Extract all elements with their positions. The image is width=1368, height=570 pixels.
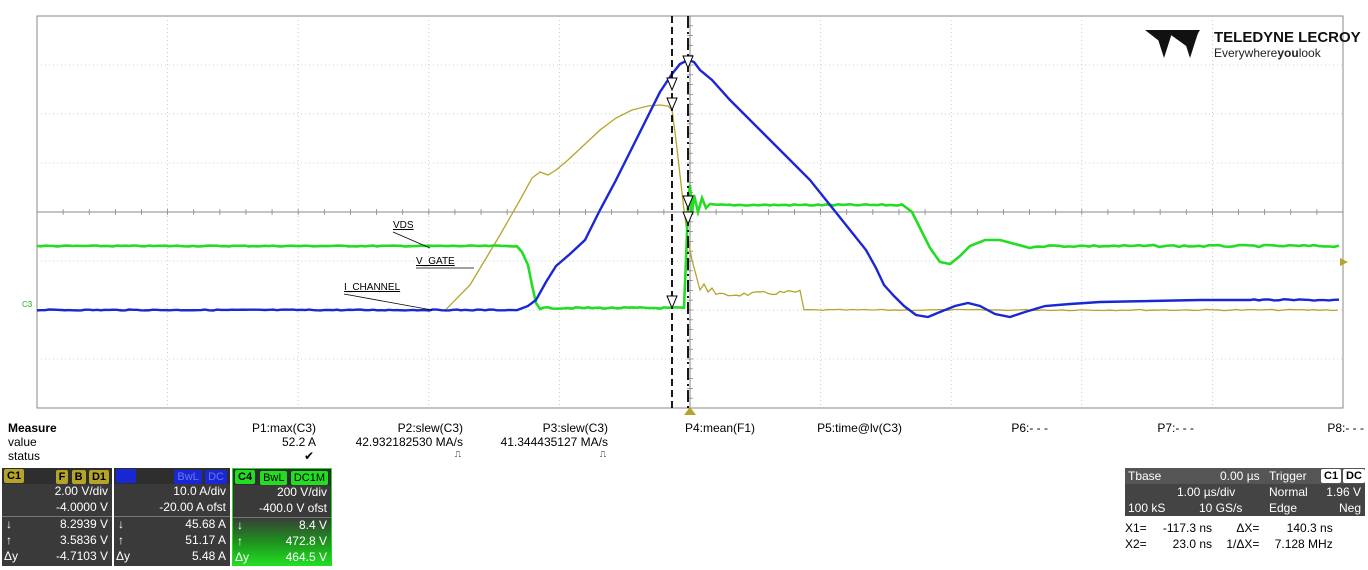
c4-cursor-down: 8.4 V [298, 518, 327, 532]
c3-cursor-up: 51.17 A [185, 533, 226, 547]
c1-down-arrow-icon: ↓ [6, 517, 12, 531]
c1-tag-d1: D1 [88, 470, 109, 484]
c3-delta-y-label: Δy [116, 549, 131, 563]
channel-descriptor-c4[interactable]: C4 BwL DC1M 200 V/div -400.0 V ofst ↓ 8.4… [232, 468, 332, 566]
c3-vdiv: 10.0 A/div [173, 484, 226, 498]
c4-delta-y-label: Δy [235, 550, 250, 564]
frequency-value: 7.128 MHz [1274, 537, 1333, 551]
c1-tag-f: F [55, 470, 69, 484]
inv-dx-label: 1/ΔX= [1226, 537, 1260, 551]
c4-up-arrow-icon: ↑ [237, 534, 243, 548]
c3-cursor-down: 45.68 A [185, 517, 226, 531]
trigger-label: Trigger [1269, 469, 1307, 483]
c3-tag-dc: DC [205, 470, 227, 484]
c3-ground-marker: C3 [22, 300, 33, 309]
param-p2-value: 42.932182530 MA/s [355, 435, 463, 449]
measure-row-value-label: value [8, 435, 37, 449]
timebase-trigger-panel[interactable]: Tbase 0.00 µs Trigger C1 DC 1.00 µs/div … [1125, 468, 1365, 516]
trace-label-vds: VDS [392, 220, 431, 249]
x2-label: X2= [1125, 537, 1147, 551]
trigger-edge: Edge [1269, 501, 1298, 515]
x2-value: 23.0 ns [1172, 537, 1213, 551]
trigger-slope: Neg [1338, 501, 1361, 515]
svg-text:TELEDYNE LECROY: TELEDYNE LECROY [1214, 29, 1361, 46]
c4-offset: -400.0 V ofst [258, 501, 327, 515]
c4-channel-tag: C4 [235, 470, 256, 484]
timebase-per-div: 1.00 µs/div [1177, 485, 1236, 499]
param-p2-status: ⎍ [454, 449, 461, 459]
ch4-vds-trace [36, 184, 1340, 311]
c3-offset: -20.00 A ofst [159, 500, 226, 514]
param-p1-value: 52.2 A [281, 435, 316, 449]
param-p6-name[interactable]: P6:- - - [1011, 421, 1048, 435]
c3-tag-bwl: BwL [174, 470, 202, 484]
param-p3-name[interactable]: P3:slew(C3) [542, 421, 608, 435]
trigger-level: 1.96 V [1326, 485, 1361, 499]
c1-delta-y: -4.7103 V [55, 549, 108, 563]
param-p2-name[interactable]: P2:slew(C3) [397, 421, 463, 435]
timebase-samples: 100 kS [1128, 501, 1166, 515]
c3-channel-tag: C3 [116, 469, 137, 483]
param-p3-value: 41.344435127 MA/s [500, 435, 608, 449]
svg-text:Everywhereyoulook: Everywhereyoulook [1214, 46, 1322, 60]
teledyne-lecroy-logo: TELEDYNE LECROY Everywhereyoulook [1145, 29, 1361, 60]
trace-label-ichannel: I_CHANNEL [343, 282, 433, 311]
trace-label-vgate: V_GATE [416, 256, 474, 269]
c1-tag-b: B [71, 470, 86, 484]
timebase-rate: 10 GS/s [1199, 501, 1243, 515]
trigger-position-marker[interactable] [684, 407, 696, 415]
channel-descriptor-c1[interactable]: C1 F B D1 2.00 V/div -4.0000 V ↓ 8.2939 V… [2, 468, 112, 566]
c1-offset: -4.0000 V [55, 500, 108, 514]
trigger-level-marker[interactable] [1340, 258, 1348, 266]
trigger-tag-dc: DC [1343, 469, 1365, 483]
measure-row-status-label: status [8, 449, 41, 463]
trigger-tag-c1: C1 [1321, 469, 1342, 483]
x1-label: X1= [1125, 521, 1147, 535]
c1-cursor-up: 3.5836 V [59, 533, 108, 547]
c4-tag-dc1m: DC1M [290, 471, 328, 485]
cursor-readout-row2: X2= 23.0 ns 1/ΔX= 7.128 MHz [1125, 537, 1333, 551]
param-p3-status: ⎍ [599, 449, 606, 459]
measure-title: Measure [8, 421, 57, 435]
c1-up-arrow-icon: ↑ [6, 533, 12, 547]
trigger-mode: Normal [1269, 485, 1308, 499]
c4-down-arrow-icon: ↓ [237, 518, 243, 532]
c1-vdiv: 2.00 V/div [54, 484, 108, 498]
timebase-delay: 0.00 µs [1220, 469, 1260, 483]
c1-cursor-down: 8.2939 V [59, 517, 108, 531]
param-p1-name[interactable]: P1:max(C3) [251, 421, 316, 435]
cursor-arrow-icons [666, 55, 694, 310]
c1-delta-y-label: Δy [4, 549, 19, 563]
waveform-display[interactable]: TELEDYNE LECROY Everywhereyoulook VDS V_… [0, 0, 1368, 415]
c3-down-arrow-icon: ↓ [118, 517, 124, 531]
channel-descriptor-c3[interactable]: C3 BwL DC 10.0 A/div -20.00 A ofst ↓ 45.6… [114, 468, 230, 566]
ch3-ichannel-trace [36, 58, 1340, 319]
x1-value: -117.3 ns [1162, 521, 1213, 535]
measure-table: Measure value status P1:max(C3) 52.2 A ✔… [0, 417, 1368, 467]
svg-text:V_GATE: V_GATE [416, 256, 455, 267]
c3-delta-y: 5.48 A [191, 549, 226, 563]
c4-cursor-up: 472.8 V [285, 534, 327, 548]
timebase-label: Tbase [1128, 469, 1162, 483]
param-p8-name[interactable]: P8:- - - [1327, 421, 1364, 435]
param-p7-name[interactable]: P7:- - - [1157, 421, 1194, 435]
param-p4-name[interactable]: P4:mean(F1) [684, 421, 755, 435]
param-p1-status: ✔ [303, 449, 314, 463]
dx-label: ΔX= [1236, 521, 1260, 535]
param-p5-name[interactable]: P5:time@lv(C3) [817, 421, 902, 435]
c3-up-arrow-icon: ↑ [118, 533, 124, 547]
svg-text:VDS: VDS [393, 220, 414, 231]
svg-text:I_CHANNEL: I_CHANNEL [344, 282, 401, 293]
c4-delta-y: 464.5 V [285, 550, 327, 564]
c4-tag-bwl: BwL [260, 471, 288, 485]
cursor-readout-row1: X1= -117.3 ns ΔX= 140.3 ns [1125, 521, 1333, 535]
c4-vdiv: 200 V/div [276, 485, 327, 499]
dx-value: 140.3 ns [1286, 521, 1333, 535]
c1-channel-tag: C1 [4, 469, 25, 483]
